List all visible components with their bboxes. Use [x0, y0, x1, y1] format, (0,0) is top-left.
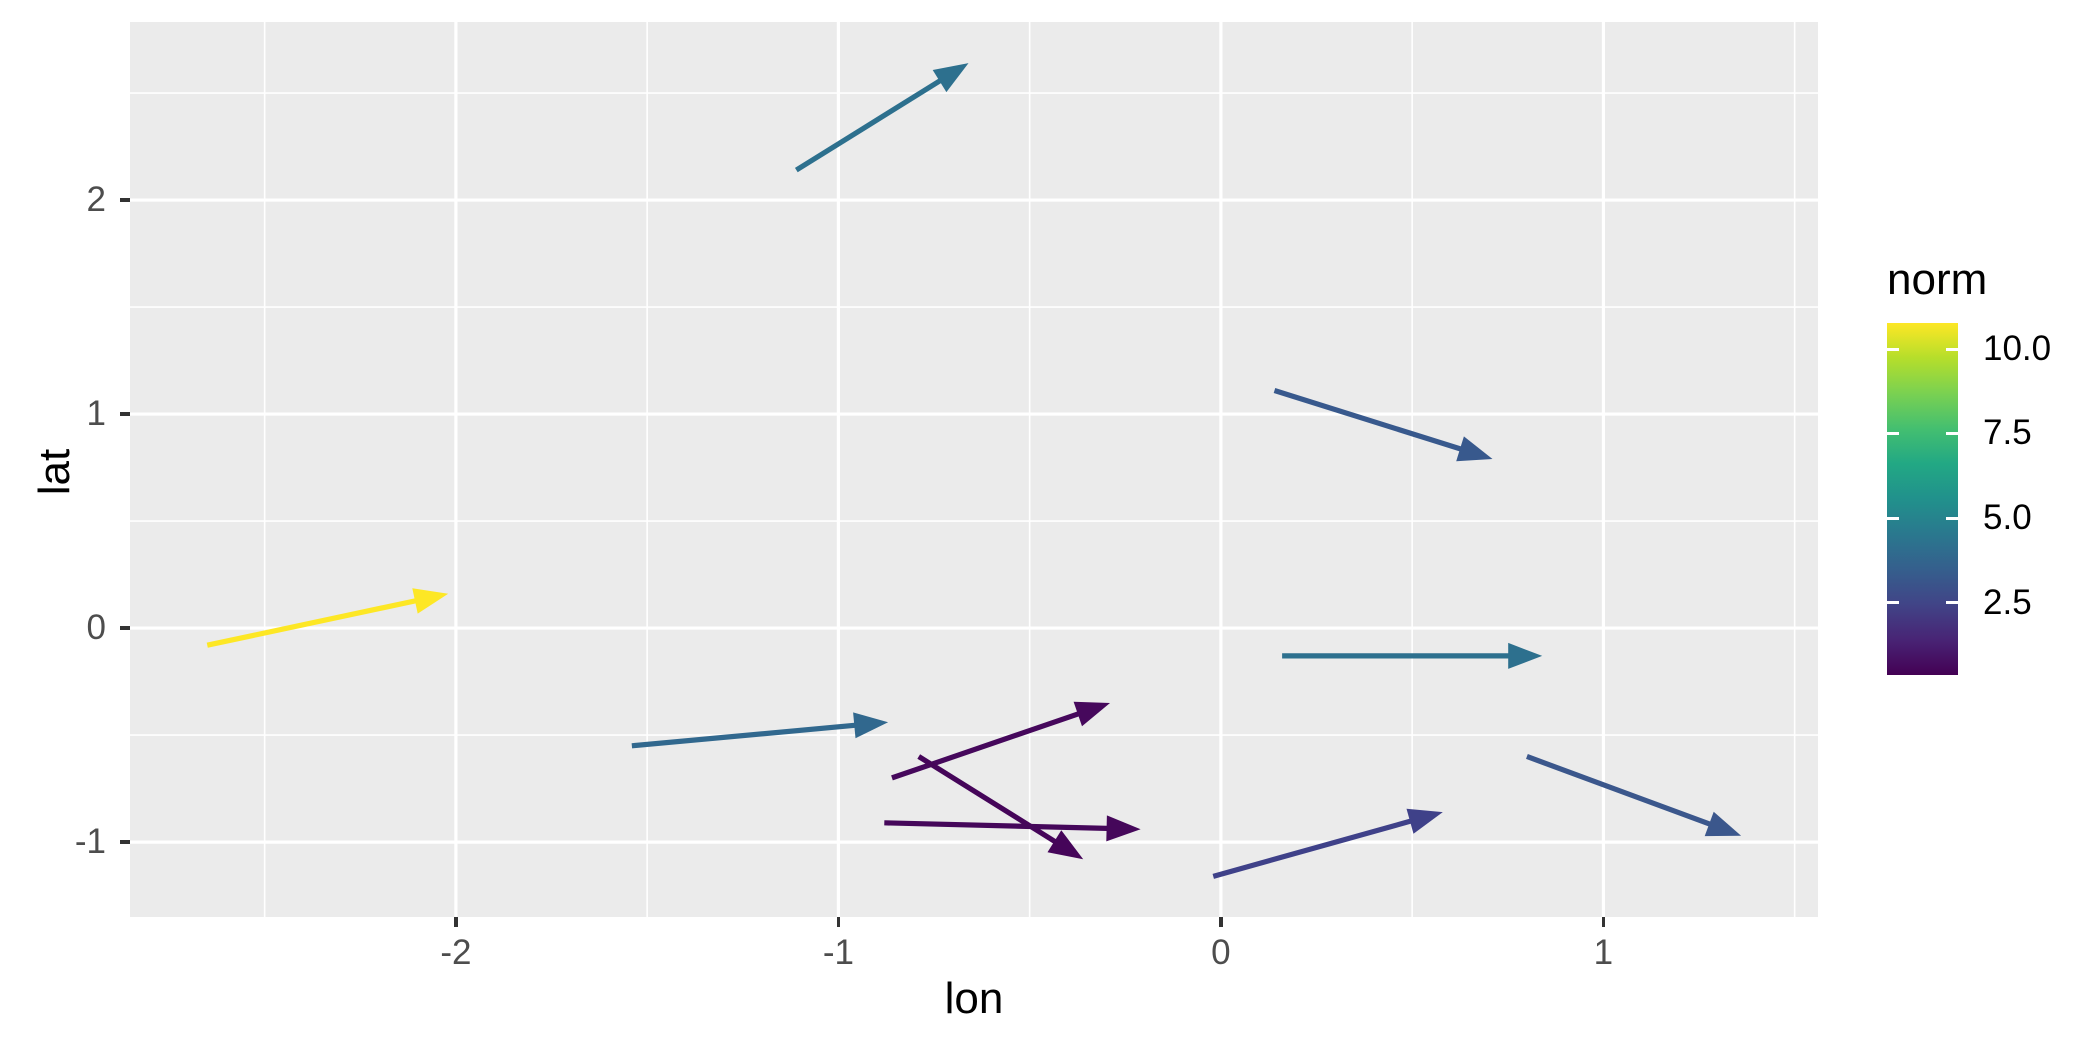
arrow-head — [1047, 830, 1084, 860]
x-tick-label: -2 — [440, 933, 472, 972]
arrow-shaft — [891, 706, 1094, 781]
x-tick-label: 1 — [1593, 933, 1614, 972]
arrow-head — [853, 712, 889, 739]
arrow-shaft — [1526, 754, 1725, 832]
y-tick-mark — [120, 198, 130, 202]
colorbar-tick-mark — [1887, 516, 1899, 520]
y-tick-label: -1 — [74, 822, 106, 862]
y-tick-mark — [120, 840, 130, 844]
legend-tick-label: 10.0 — [1983, 329, 2052, 369]
y-tick-label: 0 — [86, 608, 106, 648]
y-tick-label: 2 — [86, 180, 106, 220]
colorbar-gradient — [1887, 323, 1958, 675]
arrow-head — [1456, 436, 1493, 462]
colorbar-tick-mark — [1946, 601, 1958, 605]
legend-tick-label: 2.5 — [1983, 582, 2032, 622]
arrow-shaft — [884, 820, 1122, 832]
x-axis-title: lon — [944, 974, 1004, 1023]
plot-canvas — [130, 22, 1818, 917]
y-tick-mark — [120, 412, 130, 416]
x-tick-mark — [454, 917, 458, 927]
arrow-shaft — [1212, 814, 1426, 879]
arrow-shaft — [917, 754, 1069, 852]
x-tick-mark — [1219, 917, 1223, 927]
legend-tick-label: 7.5 — [1983, 413, 2032, 452]
arrow-head — [1073, 701, 1110, 727]
colorbar-tick-mark — [1887, 431, 1899, 435]
arrow-head — [1508, 642, 1543, 669]
x-tick-mark — [836, 917, 841, 927]
y-tick-label: 1 — [86, 394, 106, 434]
legend-colorbar: norm 10.0 7.5 5.0 2.5 — [1887, 254, 2100, 714]
x-tick-label: -1 — [822, 933, 854, 972]
colorbar-tick-mark — [1887, 601, 1899, 605]
arrow-shaft — [1273, 388, 1476, 456]
colorbar-tick-mark — [1887, 347, 1899, 351]
arrow-shaft — [631, 721, 870, 749]
x-tick-label: 0 — [1211, 933, 1231, 972]
y-tick-mark — [120, 626, 130, 630]
arrow-head — [1406, 808, 1443, 834]
arrow-shaft — [794, 70, 954, 173]
legend-title: norm — [1887, 255, 1988, 304]
colorbar-tick-mark — [1946, 347, 1958, 351]
x-tick-mark — [1601, 917, 1606, 927]
arrow-head — [1106, 815, 1141, 842]
plot-panel — [130, 22, 1818, 917]
arrow-head — [412, 588, 449, 614]
colorbar-tick-mark — [1946, 516, 1958, 520]
arrow-head — [932, 63, 969, 93]
arrow-head — [1704, 811, 1742, 837]
legend-tick-label: 5.0 — [1983, 498, 2032, 537]
arrow-shaft — [206, 595, 431, 648]
colorbar-tick-mark — [1946, 431, 1958, 435]
